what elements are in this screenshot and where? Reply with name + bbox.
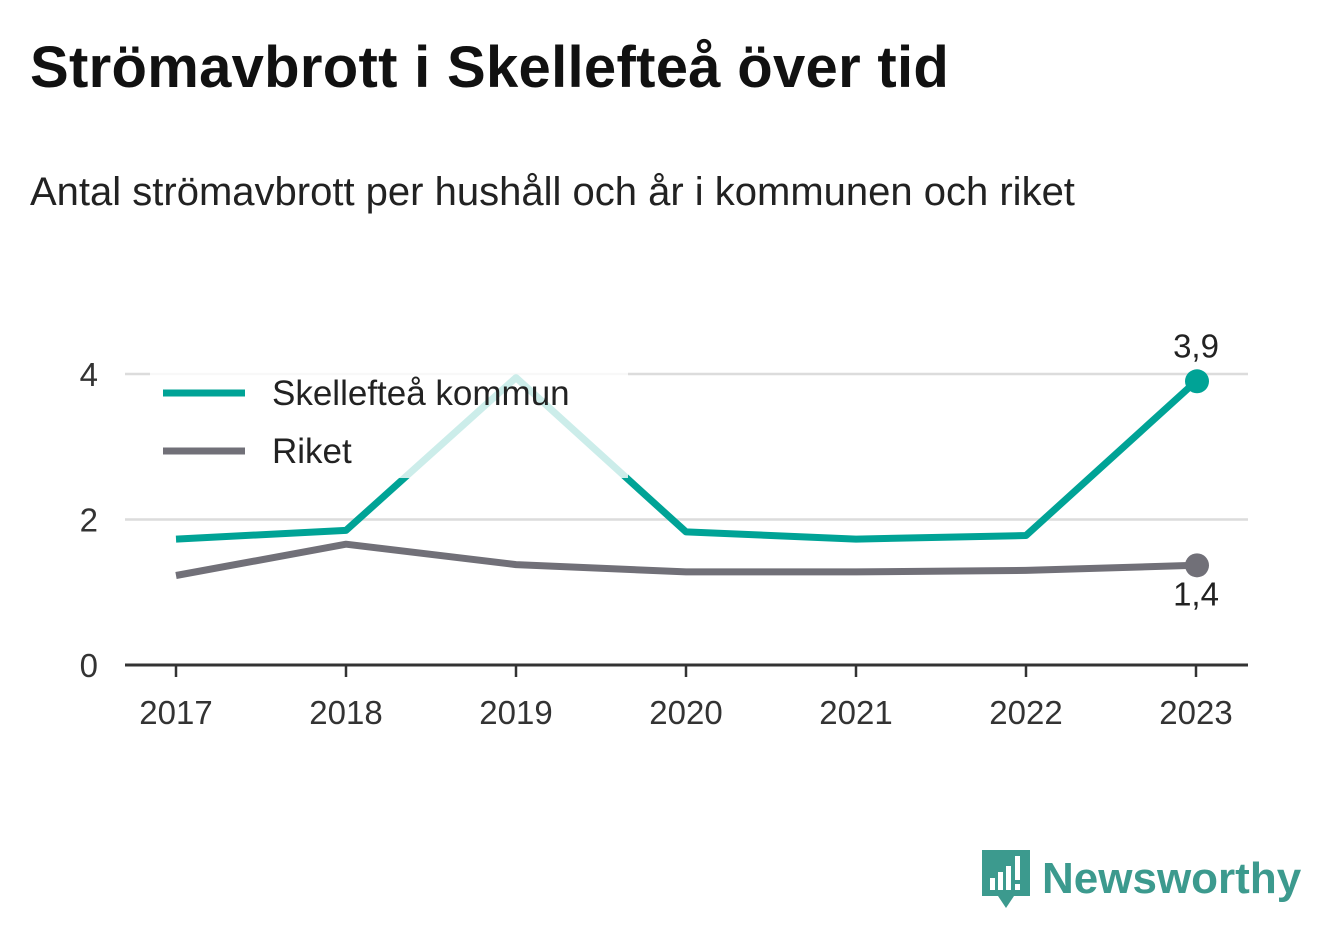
end-point-marker xyxy=(1185,369,1209,394)
series-line-skelleftea xyxy=(175,374,1199,543)
brand-name: Newsworthy xyxy=(1042,854,1302,903)
y-tick-label: 0 xyxy=(80,647,98,684)
series-lines xyxy=(175,374,1199,579)
legend: Skellefteå kommun Riket xyxy=(150,368,628,478)
y-tick-label: 4 xyxy=(80,356,98,393)
end-value-label: 1,4 xyxy=(1173,575,1219,612)
end-point-marker xyxy=(1185,553,1209,578)
x-tick-label: 2018 xyxy=(309,694,382,731)
x-tick-label: 2017 xyxy=(139,694,212,731)
x-tick-label: 2021 xyxy=(819,694,892,731)
chart-subtitle: Antal strömavbrott per hushåll och år i … xyxy=(30,170,1075,214)
x-tick-label: 2022 xyxy=(989,694,1062,731)
x-axis-ticks: 2017 2018 2019 2020 2021 2022 2023 xyxy=(139,665,1233,731)
y-tick-label: 2 xyxy=(80,502,98,539)
legend-background xyxy=(150,368,628,478)
newsworthy-bar-chart-icon xyxy=(982,850,1030,908)
y-axis-ticks: 0 2 4 xyxy=(80,356,98,684)
x-tick-label: 2023 xyxy=(1159,694,1232,731)
end-value-label: 3,9 xyxy=(1173,327,1219,364)
newsworthy-logo: Newsworthy xyxy=(980,848,1301,910)
legend-label: Skellefteå kommun xyxy=(272,374,570,413)
x-tick-label: 2020 xyxy=(649,694,722,731)
end-value-labels: 3,9 1,4 xyxy=(1173,327,1219,612)
legend-label: Riket xyxy=(272,432,352,471)
x-tick-label: 2019 xyxy=(479,694,552,731)
chart-title: Strömavbrott i Skellefteå över tid xyxy=(30,35,950,100)
series-line-riket xyxy=(175,540,1197,579)
